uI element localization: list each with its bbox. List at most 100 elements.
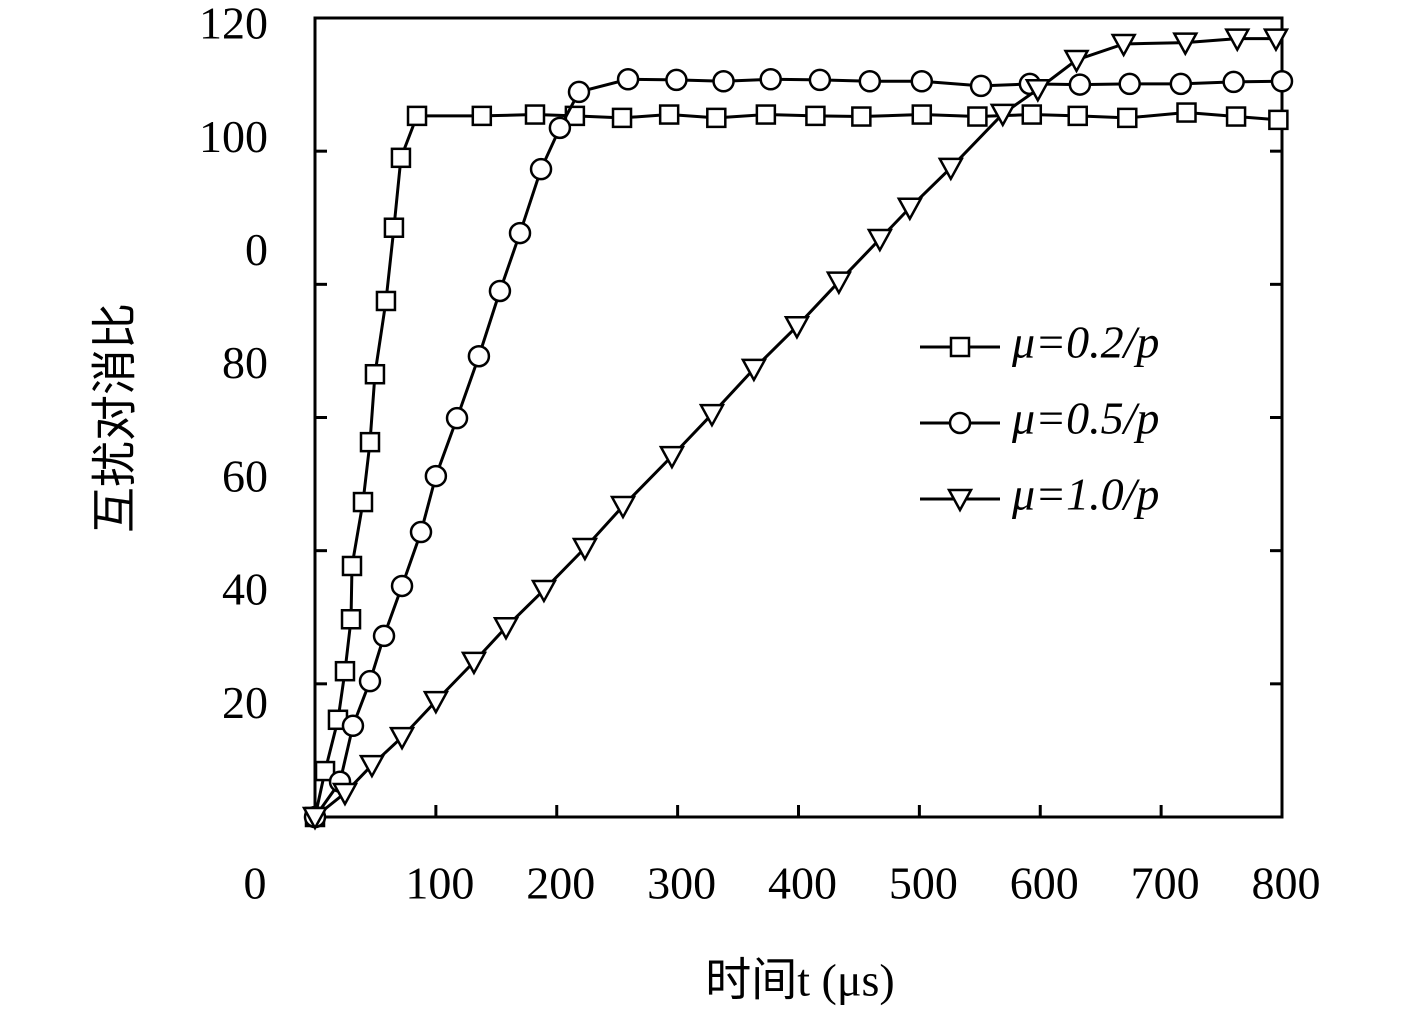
data-point xyxy=(375,290,397,312)
data-point xyxy=(1169,72,1193,96)
data-point xyxy=(755,104,777,125)
data-point xyxy=(759,68,782,91)
data-point xyxy=(658,445,686,470)
data-point xyxy=(1024,78,1051,103)
data-point xyxy=(910,70,934,93)
data-point xyxy=(390,147,412,169)
data-point xyxy=(388,726,416,751)
y-tick-label: 120 xyxy=(199,0,268,49)
series-line xyxy=(313,111,1279,818)
data-point xyxy=(340,608,362,630)
data-point xyxy=(1225,106,1247,127)
data-point xyxy=(492,616,520,641)
data-point xyxy=(488,279,512,303)
data-point xyxy=(989,103,1016,128)
y-tick-label: 0 xyxy=(245,224,268,275)
data-point xyxy=(1176,102,1197,123)
data-point xyxy=(334,660,356,682)
x-tick-label: 400 xyxy=(768,858,837,909)
data-point xyxy=(712,70,735,93)
data-point xyxy=(372,624,396,648)
x-tick-label: 500 xyxy=(889,858,958,909)
data-point xyxy=(851,106,872,127)
y-tick-label: 100 xyxy=(199,111,268,162)
data-point xyxy=(866,228,893,253)
data-point xyxy=(937,157,964,182)
legend-marker xyxy=(946,488,974,513)
data-point xyxy=(665,68,688,92)
data-point xyxy=(1068,73,1092,96)
data-point xyxy=(805,105,826,127)
data-point xyxy=(390,574,414,598)
data-point xyxy=(364,363,386,385)
x-tick-label: 300 xyxy=(647,858,716,909)
data-point xyxy=(567,80,591,104)
data-point xyxy=(896,197,923,222)
data-point xyxy=(969,74,993,98)
data-point xyxy=(301,806,329,831)
data-point xyxy=(331,782,359,807)
data-point xyxy=(406,105,428,127)
data-point xyxy=(467,344,491,368)
series-line xyxy=(313,77,1283,818)
legend-marker xyxy=(949,336,971,358)
data-point xyxy=(825,271,852,296)
x-tick-label: 600 xyxy=(1010,858,1079,909)
data-point xyxy=(460,651,488,676)
data-point xyxy=(352,491,374,513)
data-point xyxy=(1222,70,1245,94)
data-point xyxy=(611,107,633,129)
data-point xyxy=(967,106,988,127)
data-point xyxy=(808,68,832,92)
data-point xyxy=(383,217,405,238)
data-point xyxy=(1117,107,1138,129)
data-point xyxy=(571,537,599,562)
y-axis-label: 互扰对消比 xyxy=(90,303,141,533)
data-point xyxy=(524,104,546,125)
data-point xyxy=(1224,28,1251,53)
data-point xyxy=(341,714,365,738)
data-point xyxy=(783,316,811,340)
data-point xyxy=(422,690,449,715)
data-point xyxy=(445,406,469,430)
data-point xyxy=(530,579,558,604)
data-point xyxy=(1110,33,1137,58)
x-tick-label: 200 xyxy=(526,858,595,909)
data-point xyxy=(548,116,572,140)
x-tick-label: 0 xyxy=(244,858,267,909)
data-point xyxy=(409,520,433,544)
x-tick-label: 100 xyxy=(405,858,474,909)
data-point xyxy=(698,403,726,428)
legend-label: μ=0.2/p xyxy=(1011,317,1159,368)
x-axis-label: 时间t (μs) xyxy=(705,955,894,1006)
data-point xyxy=(508,221,532,245)
legend-label: μ=0.5/p xyxy=(1011,393,1159,444)
legend-label: μ=1.0/p xyxy=(1011,469,1159,520)
y-tick-label: 80 xyxy=(222,337,268,388)
x-tick-label: 700 xyxy=(1131,858,1200,909)
data-point xyxy=(616,68,640,91)
y-tick-label: 40 xyxy=(222,564,268,615)
data-point xyxy=(359,431,381,453)
data-point xyxy=(1118,72,1141,96)
data-point xyxy=(1172,32,1199,57)
data-point xyxy=(424,464,448,488)
data-point xyxy=(358,669,382,693)
y-tick-label: 60 xyxy=(222,450,268,501)
data-point xyxy=(471,105,493,127)
x-tick-label: 800 xyxy=(1252,858,1321,909)
legend-marker xyxy=(948,411,972,435)
data-point xyxy=(314,760,336,782)
data-point xyxy=(658,104,680,125)
data-point xyxy=(1268,109,1289,131)
data-point xyxy=(706,107,727,129)
data-point xyxy=(529,157,553,181)
data-point xyxy=(358,754,386,779)
data-point xyxy=(740,358,768,383)
data-point xyxy=(911,104,933,125)
data-point xyxy=(1063,49,1090,74)
data-point xyxy=(1021,104,1043,125)
data-point xyxy=(1067,105,1088,127)
